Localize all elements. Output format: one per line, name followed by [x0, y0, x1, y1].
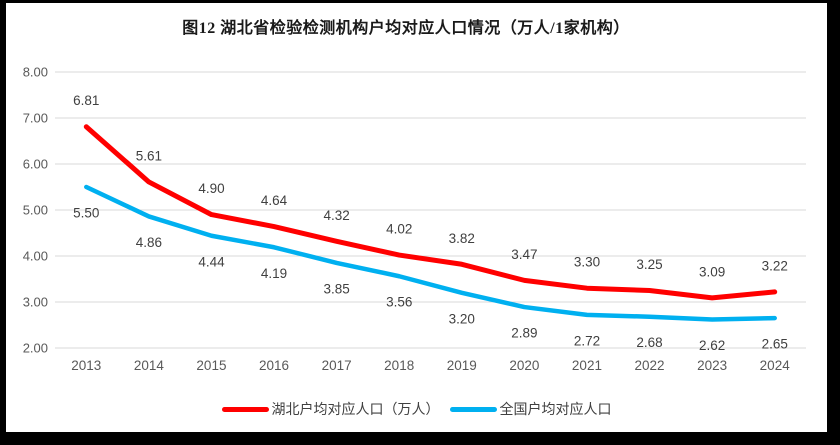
data-label: 5.61: [136, 148, 162, 163]
x-tick-label: 2019: [447, 358, 477, 373]
data-label: 3.82: [449, 231, 475, 246]
x-tick-label: 2023: [697, 358, 727, 373]
data-label: 4.86: [136, 235, 162, 250]
data-label: 4.44: [198, 254, 225, 269]
data-label: 5.50: [73, 206, 99, 221]
data-label: 3.56: [386, 295, 412, 310]
series-line-national: [84, 184, 777, 322]
legend-line-swatch-national: [449, 406, 497, 412]
data-label: 3.20: [449, 311, 475, 326]
y-tick-label: 2.00: [23, 341, 48, 356]
x-tick-label: 2014: [134, 358, 165, 373]
x-tick-label: 2022: [635, 358, 665, 373]
data-label: 3.47: [511, 247, 537, 262]
x-tick-label: 2021: [572, 358, 602, 373]
legend-label-hubei: 湖北户均对应人口（万人）: [271, 401, 440, 417]
y-tick-label: 4.00: [23, 249, 48, 264]
x-tick-label: 2018: [384, 358, 414, 373]
data-label: 3.25: [636, 257, 662, 272]
data-label: 4.90: [198, 181, 224, 196]
data-label: 4.19: [261, 266, 287, 281]
data-label: 3.09: [699, 264, 725, 279]
data-label: 3.85: [323, 281, 349, 296]
x-tick-label: 2017: [322, 358, 352, 373]
x-tick-label: 2020: [509, 358, 539, 373]
series-line-hubei: [83, 124, 778, 301]
data-label: 2.68: [636, 335, 662, 350]
data-label: 3.22: [762, 258, 788, 273]
x-tick-label: 2015: [196, 358, 226, 373]
y-tick-label: 5.00: [23, 203, 48, 218]
chart-canvas: 8.00 7.00 6.00 5.00 4.00 3.00 2.00 2013 2014 2015…: [23, 65, 806, 373]
data-label: 4.32: [323, 208, 349, 223]
chart-title: 图12 湖北省检验检测机构户均对应人口情况（万人/1家机构）: [182, 20, 630, 37]
y-tick-label: 3.00: [23, 295, 48, 310]
legend-item-hubei: 湖北户均对应人口（万人）: [221, 399, 440, 419]
data-label: 2.72: [574, 333, 600, 348]
legend-item-national: 全国户均对应人口: [449, 399, 612, 419]
data-label: 2.89: [511, 326, 537, 341]
y-tick-label: 7.00: [23, 111, 48, 126]
data-label: 4.02: [386, 222, 412, 237]
data-label: 3.30: [574, 255, 600, 270]
data-label: 6.81: [73, 93, 99, 108]
chart-legend: 湖北户均对应人口（万人） 全国户均对应人口: [6, 399, 827, 419]
legend-label-national: 全国户均对应人口: [499, 401, 612, 417]
data-label: 2.62: [699, 338, 725, 353]
data-label: 2.65: [762, 337, 788, 352]
legend-line-swatch-hubei: [221, 406, 269, 412]
x-tick-label: 2024: [760, 358, 791, 373]
y-tick-label: 6.00: [23, 157, 48, 172]
x-tick-label: 2016: [259, 358, 289, 373]
y-tick-label: 8.00: [23, 65, 48, 80]
x-tick-label: 2013: [71, 358, 101, 373]
data-label: 4.64: [261, 193, 288, 208]
